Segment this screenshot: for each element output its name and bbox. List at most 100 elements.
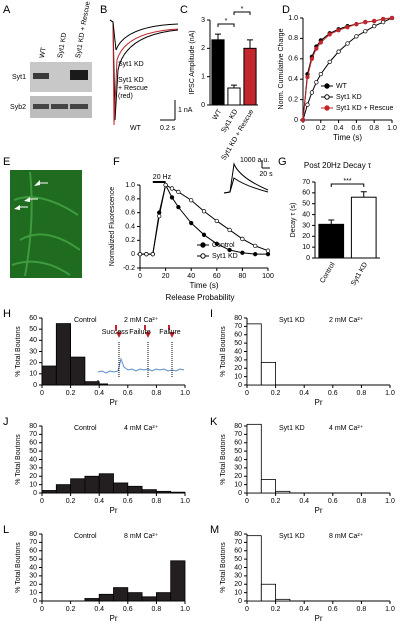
y-tick-label: 70 <box>234 539 242 546</box>
y-tick-label: 30 <box>29 573 37 580</box>
histogram-bar <box>260 479 276 494</box>
histogram-bar <box>113 587 129 602</box>
y-tick-label: 0 <box>201 102 205 109</box>
trace-label: (red) <box>118 93 133 100</box>
marker <box>363 19 368 25</box>
legend-label: Syt1 KD + Rescue <box>336 105 393 112</box>
y-tick-label: 50 <box>234 448 242 455</box>
panel-label: E <box>3 156 10 168</box>
marker <box>265 252 271 257</box>
marker <box>176 189 181 195</box>
y-tick-label: 80 <box>234 423 242 430</box>
marker <box>214 218 219 224</box>
y-tick-label: 60 <box>302 190 310 197</box>
y-axis-label: IPSC Amplitude (nA) <box>189 30 196 94</box>
y-tick-label: 0.6 <box>125 210 135 217</box>
y-tick-label: 2 <box>201 45 205 52</box>
x-tick-label: 0.8 <box>357 606 367 613</box>
trace-label: Syt1 KD <box>118 77 144 84</box>
x-axis-label: Pr <box>315 398 323 407</box>
y-tick-label: 10 <box>29 481 37 488</box>
annotation: Failure <box>159 329 181 336</box>
marker <box>327 59 332 65</box>
x-tick-label: 60 <box>213 273 221 280</box>
y-tick-label: 60 <box>234 440 242 447</box>
y-axis-label: Normalized Fluorescence <box>109 187 116 266</box>
y-tick-label: 30 <box>234 465 242 472</box>
error-bar <box>360 191 367 198</box>
bar <box>243 47 257 106</box>
histogram-bar <box>246 535 262 602</box>
marker <box>372 24 377 29</box>
marker <box>189 220 194 226</box>
calcium: 4 mM Ca²⁺ <box>329 425 364 432</box>
histogram-bar <box>98 473 114 494</box>
legend-marker <box>200 242 206 248</box>
marker <box>318 40 323 45</box>
histogram-bar <box>84 475 100 494</box>
trace-label: WT <box>130 125 142 132</box>
traces <box>109 19 179 126</box>
x-tick-label: 0.2 <box>316 125 326 132</box>
error-bar <box>231 84 237 88</box>
x-tick-label: 0 <box>40 606 44 613</box>
significance: * <box>225 18 228 25</box>
y-tick-label: 60 <box>234 332 242 339</box>
marker <box>305 102 310 107</box>
y-tick-label: 10 <box>234 481 242 488</box>
x-axis-label: Pr <box>110 614 118 623</box>
histogram-bar <box>170 491 186 494</box>
error-bar <box>328 219 335 225</box>
panel-label: I <box>210 308 213 320</box>
y-tick-label: 10 <box>302 244 310 251</box>
y-tick-label: 80 <box>29 423 37 430</box>
marker <box>372 18 377 24</box>
x-tick-label: 1.0 <box>385 498 395 505</box>
y-tick-label: 20 <box>29 581 37 588</box>
y-tick-label: 0.4 <box>288 76 298 83</box>
panel-label: J <box>3 416 9 428</box>
x-tick-label: 0.2 <box>66 390 76 397</box>
x-tick-label: 1.0 <box>387 125 397 132</box>
scale-label: 1 nA <box>178 107 193 114</box>
y-tick-label: 10 <box>234 373 242 380</box>
condition: Syt1 KD <box>279 425 305 432</box>
y-axis-label: % Total Boutons <box>220 434 227 485</box>
x-tick-label: 0.4 <box>94 606 104 613</box>
y-tick-label: 0.8 <box>125 196 135 203</box>
histogram-bar <box>84 381 100 386</box>
panel-label: A <box>3 4 11 16</box>
x-tick-label: 0 <box>245 498 249 505</box>
marker <box>150 252 155 257</box>
x-tick-label: 0.8 <box>152 390 162 397</box>
y-tick-label: 60 <box>234 548 242 555</box>
y-tick-label: 50 <box>29 326 37 333</box>
x-tick-label: 0 <box>245 606 249 613</box>
x-tick-label: 0.8 <box>357 498 367 505</box>
y-tick-label: 80 <box>29 531 37 538</box>
y-axis-label: % Total Boutons <box>15 542 22 593</box>
x-tick-label: 20 <box>162 273 170 280</box>
y-tick-label: 0 <box>306 255 310 262</box>
histogram-bar <box>127 485 143 494</box>
x-axis-label: Time (s) <box>189 281 218 290</box>
histogram-bar <box>98 593 114 602</box>
blot-row: Syt1 <box>12 74 26 81</box>
calcium: 8 mM Ca²⁺ <box>329 533 364 540</box>
y-tick-label: 70 <box>29 539 37 546</box>
annotation: 20 Hz <box>153 174 172 181</box>
x-tick-label: 0.4 <box>299 390 309 397</box>
error-bar <box>215 33 221 40</box>
y-tick-label: 0 <box>33 598 37 605</box>
legend-marker <box>324 83 330 89</box>
significance-bracket <box>217 23 235 27</box>
marker <box>300 117 306 123</box>
y-tick-label: 0.2 <box>125 237 135 244</box>
x-tick-label: 0.6 <box>328 390 338 397</box>
marker <box>169 186 175 191</box>
x-tick-label: 0.2 <box>66 606 76 613</box>
x-tick-label: 0.8 <box>357 390 367 397</box>
x-axis-label: Pr <box>315 614 323 623</box>
x-tick-label: 0 <box>138 273 142 280</box>
